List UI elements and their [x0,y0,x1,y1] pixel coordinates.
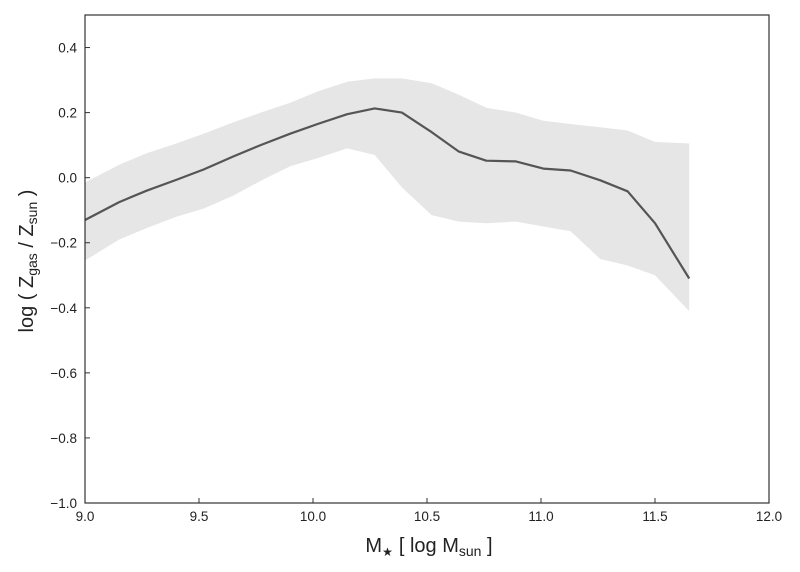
x-tick-label: 12.0 [756,509,782,524]
tick-layer: 9.0 9.5 10.0 10.5 11.0 11.5 12.0 −1.0 −0.8 −0.6 −0… [50,41,782,524]
x-label-star: ★ [382,545,393,559]
y-tick-label: −0.2 [50,236,77,251]
scatter-band [85,78,690,312]
band-layer [85,78,690,312]
y-tick-label: −1.0 [50,496,77,511]
x-tick-label: 9.0 [76,509,95,524]
y-tick-label: 0.0 [58,171,77,186]
x-tick-label: 11.5 [642,509,667,524]
y-label-prefix: log ( Z [16,276,38,333]
x-label-bracket-open: [ log M [399,535,459,557]
x-tick-label: 10.5 [414,509,440,524]
x-axis-label: M★ [ log Msun ] [365,535,492,559]
y-tick-label: −0.6 [50,366,77,381]
y-tick-label: −0.8 [50,431,77,446]
y-label-sub1: gas [24,253,40,276]
y-label-suffix: ) [16,190,38,202]
y-tick-label: 0.4 [58,41,77,56]
y-label-sub2: sun [24,202,40,225]
x-tick-label: 11.0 [528,509,553,524]
line-layer [84,107,691,280]
x-label-sub: sun [459,543,482,559]
x-tick-label: 9.5 [190,509,209,524]
y-axis-label: log ( Zgas / Zsun ) [16,190,40,333]
x-label-bracket-close: ] [481,535,492,557]
x-tick-label: 10.0 [300,509,326,524]
y-label-mid: / Z [16,224,38,253]
y-tick-label: −0.4 [50,301,77,316]
series-line-median [84,107,691,280]
y-tick-label: 0.2 [58,106,77,121]
x-label-main: M [365,535,382,557]
